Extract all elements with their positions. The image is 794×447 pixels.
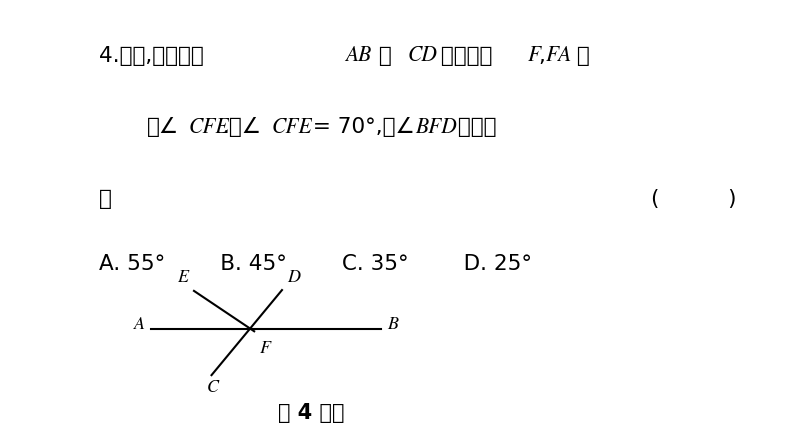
Text: A. 55°        B. 45°        C. 35°        D. 25°: A. 55° B. 45° C. 35° D. 25° — [99, 254, 532, 274]
Text: F: F — [260, 340, 271, 357]
Text: 的度数: 的度数 — [451, 118, 496, 137]
Text: 是: 是 — [99, 189, 112, 209]
Text: B: B — [387, 316, 399, 333]
Text: CFE: CFE — [272, 117, 312, 138]
Text: BFD: BFD — [415, 117, 457, 138]
Text: E: E — [176, 269, 187, 286]
Text: 与: 与 — [372, 46, 399, 66]
Text: CD: CD — [407, 46, 437, 66]
Text: F: F — [528, 46, 542, 66]
Text: 第 4 题图: 第 4 题图 — [278, 404, 345, 423]
Text: AB: AB — [345, 46, 372, 66]
Text: = 70°,则∠: = 70°,则∠ — [306, 118, 414, 137]
Text: 分∠: 分∠ — [147, 118, 179, 137]
Text: A: A — [133, 316, 145, 333]
Text: (          ): ( ) — [651, 189, 737, 209]
Text: FA: FA — [545, 46, 572, 66]
Text: D: D — [287, 270, 300, 287]
Text: ,: , — [538, 46, 545, 66]
Text: 平: 平 — [570, 46, 590, 66]
Text: CFE: CFE — [188, 117, 229, 138]
Text: .若∠: .若∠ — [222, 118, 261, 137]
Text: C: C — [206, 380, 219, 396]
Text: 4.如图,已知直线: 4.如图,已知直线 — [99, 46, 211, 66]
Text: 相交于点: 相交于点 — [434, 46, 499, 66]
